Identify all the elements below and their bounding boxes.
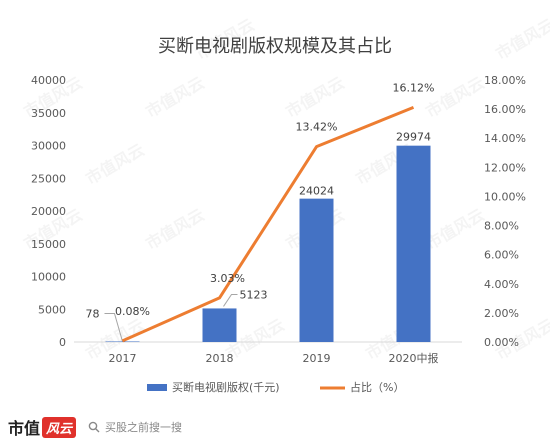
x-axis: 2017 2018 2019 2020中报 — [109, 351, 439, 365]
label-leader-line — [223, 293, 238, 307]
x-tick-label: 2018 — [206, 352, 234, 365]
line-data-label: 16.12% — [393, 81, 435, 94]
y-right-tick-label: 18.00% — [484, 74, 526, 87]
footer-bar: 市值 风云 买股之前搜一搜 — [0, 408, 550, 446]
series-line — [121, 105, 415, 343]
bar-series: 78 5123 24024 29974 — [86, 131, 431, 342]
watermark-text: 市值风云 — [493, 15, 550, 63]
bar-data-label: 78 — [86, 307, 100, 320]
y-right-tick-label: 0.00% — [484, 336, 519, 349]
y-right-tick-label: 10.00% — [484, 190, 526, 203]
line-data-label: 3.03% — [210, 272, 245, 285]
bar-data-label: 5123 — [240, 288, 268, 301]
y-right-tick-label: 14.00% — [484, 132, 526, 145]
y-left-tick-label: 30000 — [31, 140, 66, 153]
brand-logo: 市值 风云 — [8, 415, 77, 439]
line-data-label: 0.08% — [115, 305, 150, 318]
bar-data-label: 29974 — [396, 131, 431, 144]
bar — [202, 308, 237, 342]
bar-label-bg — [296, 182, 337, 199]
brand-prefix: 市值 — [8, 419, 41, 438]
chart-title: 买断电视剧版权规模及其占比 — [158, 36, 392, 57]
y-right-tick-label: 6.00% — [484, 249, 519, 262]
y-right-tick-label: 16.00% — [484, 103, 526, 116]
watermark-text: 市值风云 — [423, 205, 488, 253]
watermark-text: 市值风云 — [283, 73, 348, 121]
bar — [396, 145, 431, 342]
search-placeholder: 买股之前搜一搜 — [105, 421, 183, 434]
watermark-text: 市值风云 — [423, 73, 488, 121]
legend-label-bars: 买断电视剧版权(千元) — [172, 380, 280, 394]
line-data-label: 13.42% — [296, 121, 338, 134]
watermark-text: 市值风云 — [83, 140, 148, 188]
y-axis-right: 0.00% 2.00% 4.00% 6.00% 8.00% 10.00% 12.00% 14.… — [484, 74, 526, 349]
bar — [299, 184, 334, 342]
label-leader-line — [104, 312, 123, 342]
y-right-tick-label: 4.00% — [484, 278, 519, 291]
brand-suffix: 风云 — [42, 416, 77, 438]
line-series: 0.08% 3.03% 13.42% 16.12% — [115, 81, 435, 343]
y-left-tick-label: 20000 — [31, 205, 66, 218]
y-left-tick-label: 10000 — [31, 271, 66, 284]
bar-data-label: 24024 — [299, 185, 334, 198]
y-left-tick-label: 5000 — [38, 303, 66, 316]
watermark-text: 市值风云 — [143, 205, 208, 253]
search-icon — [88, 421, 100, 433]
x-tick-label: 2017 — [109, 352, 137, 365]
y-left-tick-label: 25000 — [31, 172, 66, 185]
y-left-tick-label: 15000 — [31, 238, 66, 251]
bar — [105, 341, 140, 342]
y-right-tick-label: 12.00% — [484, 161, 526, 174]
y-left-tick-label: 0 — [59, 336, 66, 349]
watermark-text: 市值风云 — [143, 73, 208, 121]
search-box[interactable]: 买股之前搜一搜 — [88, 419, 182, 435]
x-tick-label: 2019 — [303, 352, 331, 365]
y-axis-left: 0 5000 10000 15000 20000 25000 30000 35000 40000 — [31, 74, 66, 349]
legend-label-line: 占比（%） — [350, 380, 404, 394]
y-left-tick-label: 40000 — [31, 74, 66, 87]
y-right-tick-label: 8.00% — [484, 220, 519, 233]
x-tick-label: 2020中报 — [389, 351, 439, 365]
legend: 买断电视剧版权(千元) 占比（%） — [147, 380, 404, 394]
y-right-tick-label: 2.00% — [484, 307, 519, 320]
legend-swatch-bars — [147, 384, 167, 391]
y-left-tick-label: 35000 — [31, 107, 66, 120]
